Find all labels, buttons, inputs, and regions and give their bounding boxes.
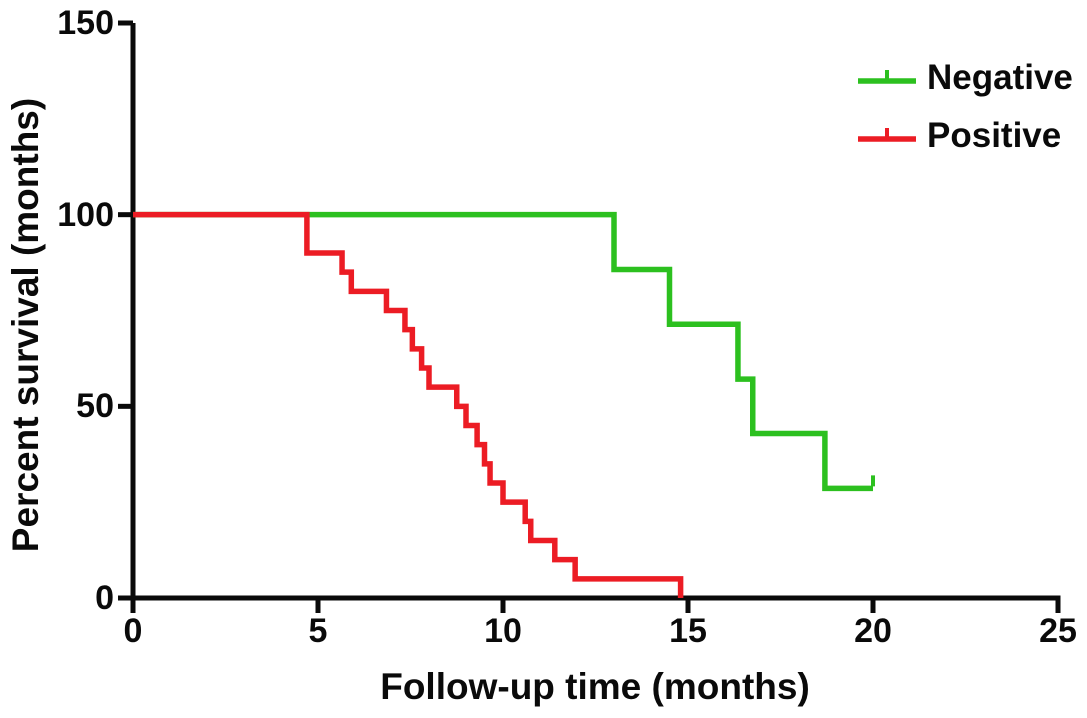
x-axis-title: Follow-up time (months): [380, 666, 810, 707]
x-tick-label: 0: [123, 612, 143, 650]
y-tick-label: 0: [95, 579, 114, 617]
y-tick-label: 100: [57, 195, 114, 234]
legend-item-negative: Negative: [857, 59, 1073, 97]
legend: Negative Positive: [857, 59, 1073, 155]
legend-label-negative: Negative: [927, 58, 1073, 97]
x-tick-label: 20: [854, 612, 892, 650]
positive-line-key-icon: [858, 128, 916, 142]
x-tick-label: 10: [484, 612, 522, 650]
x-tick-label: 5: [308, 612, 328, 650]
series-positive-curve: [133, 211, 684, 598]
x-tick-label: 15: [669, 612, 707, 650]
y-tick-label: 50: [76, 387, 114, 426]
negative-line-key-icon: [858, 70, 916, 84]
legend-label-positive: Positive: [927, 116, 1062, 155]
series-negative-curve: [133, 211, 873, 492]
legend-item-positive: Positive: [857, 117, 1073, 155]
x-tick-label: 25: [1039, 612, 1077, 650]
y-axis-title: Percent survival (months): [5, 97, 46, 553]
y-tick-label: 150: [57, 4, 114, 42]
